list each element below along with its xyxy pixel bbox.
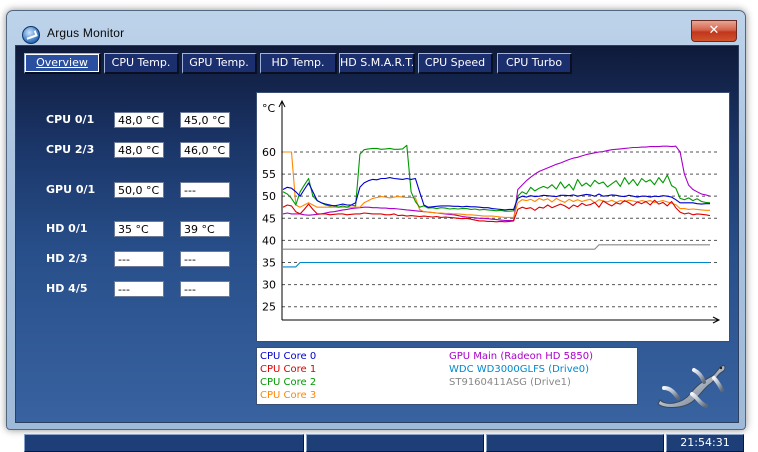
series-line-cpu-core-0 [282,177,710,211]
cpu-0-value: 48,0 °C [114,112,164,128]
hd-4-5-label: HD 4/5 [46,282,88,295]
legend-cpu-core-3: CPU Core 3 [260,390,317,401]
tab-cpu-turbo[interactable]: CPU Turbo [497,53,572,74]
y-tick-label-35: 35 [262,257,276,270]
tab-gpu-temp[interactable]: GPU Temp. [182,53,257,74]
main-panel: Overview CPU Temp. GPU Temp. HD Temp. HD… [15,45,744,452]
y-tick-label-30: 30 [262,279,276,292]
status-time: 21:54:31 [666,434,744,452]
close-button[interactable]: ✕ [691,20,737,42]
tab-hd-temp[interactable]: HD Temp. [260,53,337,74]
series-line-wdc-wd3000glfs-drive0 [283,261,710,268]
gpu-1-value: --- [180,182,230,198]
y-tick-label-45: 45 [262,212,276,225]
y-axis-arrow [278,99,286,108]
y-axis-unit-label: °C [262,102,276,115]
y-tick-label-55: 55 [262,168,276,181]
cpu-0-1-label: CPU 0/1 [46,113,95,126]
y-tick-label-50: 50 [262,190,276,203]
app-window: Argus Monitor ✕ Overview CPU Temp. GPU T… [6,10,746,452]
tab-cpu-speed[interactable]: CPU Speed [418,53,493,74]
status-panel-3 [486,434,664,452]
status-bar: 21:54:31 [24,434,746,452]
legend-cpu-core-1: CPU Core 1 [260,364,317,375]
hd-3-value: --- [180,251,230,267]
hd-0-1-label: HD 0/1 [46,222,88,235]
gpu-0-1-label: GPU 0/1 [46,183,96,196]
legend-drive1: ST9160411ASG (Drive1) [449,377,571,388]
legend-gpu-main: GPU Main (Radeon HD 5850) [449,351,593,362]
cpu-2-3-label: CPU 2/3 [46,143,95,156]
hd-5-value: --- [180,281,230,297]
series-line-gpu-main-radeon-hd-5850 [282,145,711,222]
legend-cpu-core-2: CPU Core 2 [260,377,317,388]
temperature-chart-svg: 60 55 50 45 40 35 30 25 °C [262,99,721,324]
cpu-2-value: 48,0 °C [114,142,164,158]
y-tick-label-60: 60 [262,146,276,159]
chart-legend: CPU Core 0 CPU Core 1 CPU Core 2 CPU Cor… [256,347,638,405]
y-tick-label-40: 40 [262,234,276,247]
cpu-3-value: 46,0 °C [180,142,230,158]
title-bar[interactable]: Argus Monitor ✕ [7,11,745,45]
temperature-chart: 60 55 50 45 40 35 30 25 °C [256,92,730,342]
tab-cpu-temp[interactable]: CPU Temp. [104,53,179,74]
gecko-logo-icon [657,365,726,408]
legend-drive0: WDC WD3000GLFS (Drive0) [449,364,590,375]
hd-0-value: 35 °C [114,221,164,237]
series-line-cpu-core-2 [282,144,711,212]
tab-hd-smart[interactable]: HD S.M.A.R.T. [339,53,415,74]
hd-4-value: --- [114,281,164,297]
y-tick-label-25: 25 [262,301,276,314]
legend-cpu-core-0: CPU Core 0 [260,351,317,362]
hd-1-value: 39 °C [180,221,230,237]
app-logo-icon [22,26,40,44]
status-panel-2 [306,434,484,452]
series-line-cpu-core-3 [283,151,710,218]
tab-overview[interactable]: Overview [24,53,101,74]
series-line-cpu-core-1 [282,199,711,223]
hd-2-value: --- [114,251,164,267]
gpu-0-value: 50,0 °C [114,182,164,198]
series-line-st9160411asg-drive1 [283,244,710,250]
x-axis-arrow [712,316,721,324]
cpu-1-value: 45,0 °C [180,112,230,128]
hd-2-3-label: HD 2/3 [46,252,88,265]
status-panel-1 [24,434,304,452]
window-title: Argus Monitor [47,26,125,40]
